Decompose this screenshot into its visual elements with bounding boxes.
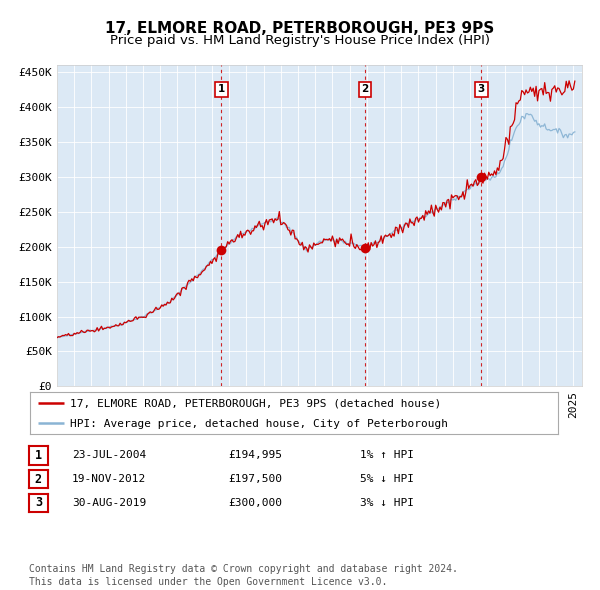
Text: 23-JUL-2004: 23-JUL-2004 <box>72 451 146 460</box>
Text: £300,000: £300,000 <box>228 498 282 507</box>
Text: 2: 2 <box>35 473 42 486</box>
Text: 17, ELMORE ROAD, PETERBOROUGH, PE3 9PS (detached house): 17, ELMORE ROAD, PETERBOROUGH, PE3 9PS (… <box>70 398 441 408</box>
Text: 1% ↑ HPI: 1% ↑ HPI <box>360 451 414 460</box>
Text: 3% ↓ HPI: 3% ↓ HPI <box>360 498 414 507</box>
Text: £194,995: £194,995 <box>228 451 282 460</box>
Text: 1: 1 <box>35 449 42 462</box>
Text: 30-AUG-2019: 30-AUG-2019 <box>72 498 146 507</box>
Text: 1: 1 <box>218 84 225 94</box>
Text: 5% ↓ HPI: 5% ↓ HPI <box>360 474 414 484</box>
Text: Price paid vs. HM Land Registry's House Price Index (HPI): Price paid vs. HM Land Registry's House … <box>110 34 490 47</box>
Text: 3: 3 <box>478 84 485 94</box>
Text: HPI: Average price, detached house, City of Peterborough: HPI: Average price, detached house, City… <box>70 419 448 429</box>
Text: 19-NOV-2012: 19-NOV-2012 <box>72 474 146 484</box>
Text: 3: 3 <box>35 496 42 509</box>
Text: £197,500: £197,500 <box>228 474 282 484</box>
Text: Contains HM Land Registry data © Crown copyright and database right 2024.
This d: Contains HM Land Registry data © Crown c… <box>29 564 458 587</box>
Text: 2: 2 <box>361 84 368 94</box>
Text: 17, ELMORE ROAD, PETERBOROUGH, PE3 9PS: 17, ELMORE ROAD, PETERBOROUGH, PE3 9PS <box>106 21 494 35</box>
